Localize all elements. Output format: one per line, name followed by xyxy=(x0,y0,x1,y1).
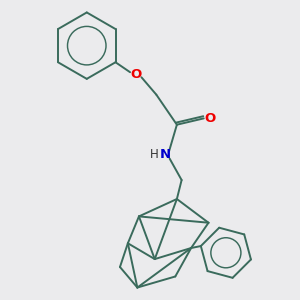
Text: N: N xyxy=(160,148,171,161)
Text: O: O xyxy=(205,112,216,125)
Text: O: O xyxy=(130,68,141,81)
Text: H: H xyxy=(149,148,158,160)
